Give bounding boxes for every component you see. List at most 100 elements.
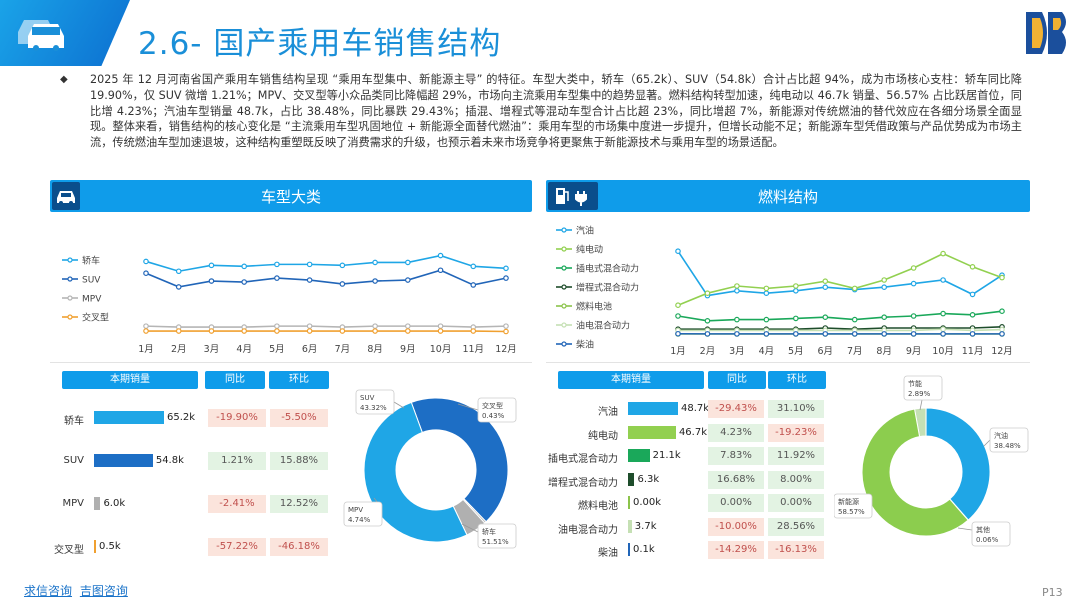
data-point bbox=[175, 328, 182, 334]
data-point bbox=[143, 328, 149, 334]
data-point bbox=[763, 290, 770, 297]
yoy-cell: -19.90% bbox=[208, 409, 266, 427]
donut-slice bbox=[410, 397, 509, 523]
data-point bbox=[999, 308, 1005, 315]
footer-link-qiuxin[interactable]: 求信咨询 bbox=[24, 584, 73, 598]
car-small-icon bbox=[52, 182, 80, 210]
data-point bbox=[734, 283, 740, 289]
series-line-2 bbox=[677, 310, 1003, 322]
left-divider bbox=[50, 362, 532, 363]
footer-links: 求信咨询 吉图咨询 bbox=[24, 582, 132, 599]
yoy-cell: 1.21% bbox=[208, 452, 266, 470]
volume-value: 46.7k bbox=[678, 426, 707, 438]
data-point bbox=[143, 258, 149, 265]
data-point bbox=[143, 323, 149, 329]
series-line-3 bbox=[678, 326, 1003, 331]
legend-label: 交叉型 bbox=[82, 312, 109, 324]
volume-bar bbox=[94, 411, 164, 424]
data-point bbox=[143, 270, 149, 277]
row-label: 插电式混合动力 bbox=[548, 454, 618, 465]
donut-slice bbox=[925, 407, 991, 521]
x-tick-label: 6月 bbox=[817, 346, 833, 357]
series-line-1 bbox=[677, 252, 1003, 306]
data-point bbox=[910, 313, 917, 319]
left-th-mom: 环比 bbox=[269, 371, 329, 389]
data-point bbox=[241, 279, 247, 285]
x-tick-label: 2月 bbox=[700, 346, 716, 357]
legend-label: 柴油 bbox=[576, 339, 594, 351]
data-point bbox=[940, 250, 946, 257]
data-point bbox=[437, 323, 444, 329]
data-point bbox=[793, 315, 799, 322]
page-title: 2.6- 国产乘用车销售结构 bbox=[138, 26, 502, 62]
data-point bbox=[274, 323, 280, 329]
page-header: 2.6- 国产乘用车销售结构 bbox=[0, 0, 1080, 70]
data-point bbox=[969, 331, 976, 337]
data-point bbox=[851, 331, 858, 337]
mom-cell: -19.23% bbox=[768, 423, 824, 442]
volume-value: 0.1k bbox=[633, 544, 655, 555]
data-point bbox=[822, 331, 829, 337]
data-point bbox=[940, 326, 946, 333]
row-label: 柴油 bbox=[598, 548, 618, 559]
data-point bbox=[793, 331, 799, 337]
legend-label: SUV bbox=[82, 276, 101, 286]
x-tick-label: 11月 bbox=[962, 346, 984, 357]
callout-line bbox=[393, 401, 405, 409]
data-point bbox=[372, 328, 378, 334]
left-th-volume: 本期销量 bbox=[62, 371, 198, 389]
x-tick-label: 4月 bbox=[759, 346, 775, 357]
volume-bar bbox=[628, 472, 635, 486]
mom-cell: 15.88% bbox=[270, 452, 328, 470]
data-point bbox=[881, 284, 887, 291]
data-point bbox=[763, 331, 770, 337]
row-label: 轿车 bbox=[64, 416, 84, 427]
fuel-plug-icon bbox=[548, 182, 598, 210]
volume-value: 6.3k bbox=[637, 473, 660, 485]
row-label: 油电混合动力 bbox=[558, 524, 618, 536]
row-label: 增程式混合动力 bbox=[548, 477, 618, 489]
data-point bbox=[704, 290, 711, 297]
x-tick-label: 8月 bbox=[876, 346, 892, 357]
data-point bbox=[470, 263, 477, 270]
volume-value: 48.7k bbox=[681, 403, 710, 414]
volume-bar bbox=[628, 402, 678, 415]
legend-label: MPV bbox=[82, 295, 102, 305]
right-th-volume: 本期销量 bbox=[558, 371, 704, 389]
data-point bbox=[704, 318, 711, 324]
data-point bbox=[405, 277, 411, 283]
data-point bbox=[405, 328, 411, 334]
yoy-cell: -14.29% bbox=[708, 541, 764, 559]
footer-link-jitu[interactable]: 吉图咨询 bbox=[79, 584, 128, 598]
legend-marker bbox=[561, 246, 567, 252]
series-line-1 bbox=[145, 269, 507, 288]
legend-marker bbox=[561, 341, 567, 347]
data-point bbox=[822, 314, 829, 321]
mom-cell: -5.50% bbox=[270, 409, 328, 427]
data-point bbox=[675, 330, 681, 337]
mom-cell: -16.13% bbox=[768, 541, 824, 559]
callout-pct: 43.32% bbox=[360, 404, 387, 412]
x-tick-label: 6月 bbox=[302, 344, 318, 355]
row-label: MPV bbox=[62, 498, 85, 509]
legend-marker bbox=[561, 227, 567, 233]
callout-line bbox=[983, 439, 991, 447]
legend-label: 油电混合动力 bbox=[576, 320, 630, 332]
data-point bbox=[372, 278, 378, 284]
legend-marker bbox=[67, 314, 73, 320]
data-point bbox=[763, 285, 770, 292]
data-point bbox=[470, 328, 477, 334]
volume-bar bbox=[628, 449, 650, 462]
data-point bbox=[405, 259, 411, 266]
callout-name: SUV bbox=[360, 394, 375, 402]
data-point bbox=[881, 277, 887, 283]
x-tick-label: 5月 bbox=[788, 346, 804, 357]
callout-line bbox=[461, 523, 479, 533]
yoy-cell: 4.23% bbox=[708, 423, 764, 442]
data-point bbox=[241, 263, 247, 270]
yoy-cell: -10.00% bbox=[708, 517, 764, 536]
data-point bbox=[999, 274, 1005, 281]
donut-slice bbox=[861, 408, 969, 537]
vehicle-type-donut-chart: SUV 43.32% 交叉型 0.43% MPV 4.74% 轿车 51.51% bbox=[343, 389, 517, 549]
data-point bbox=[793, 283, 799, 289]
